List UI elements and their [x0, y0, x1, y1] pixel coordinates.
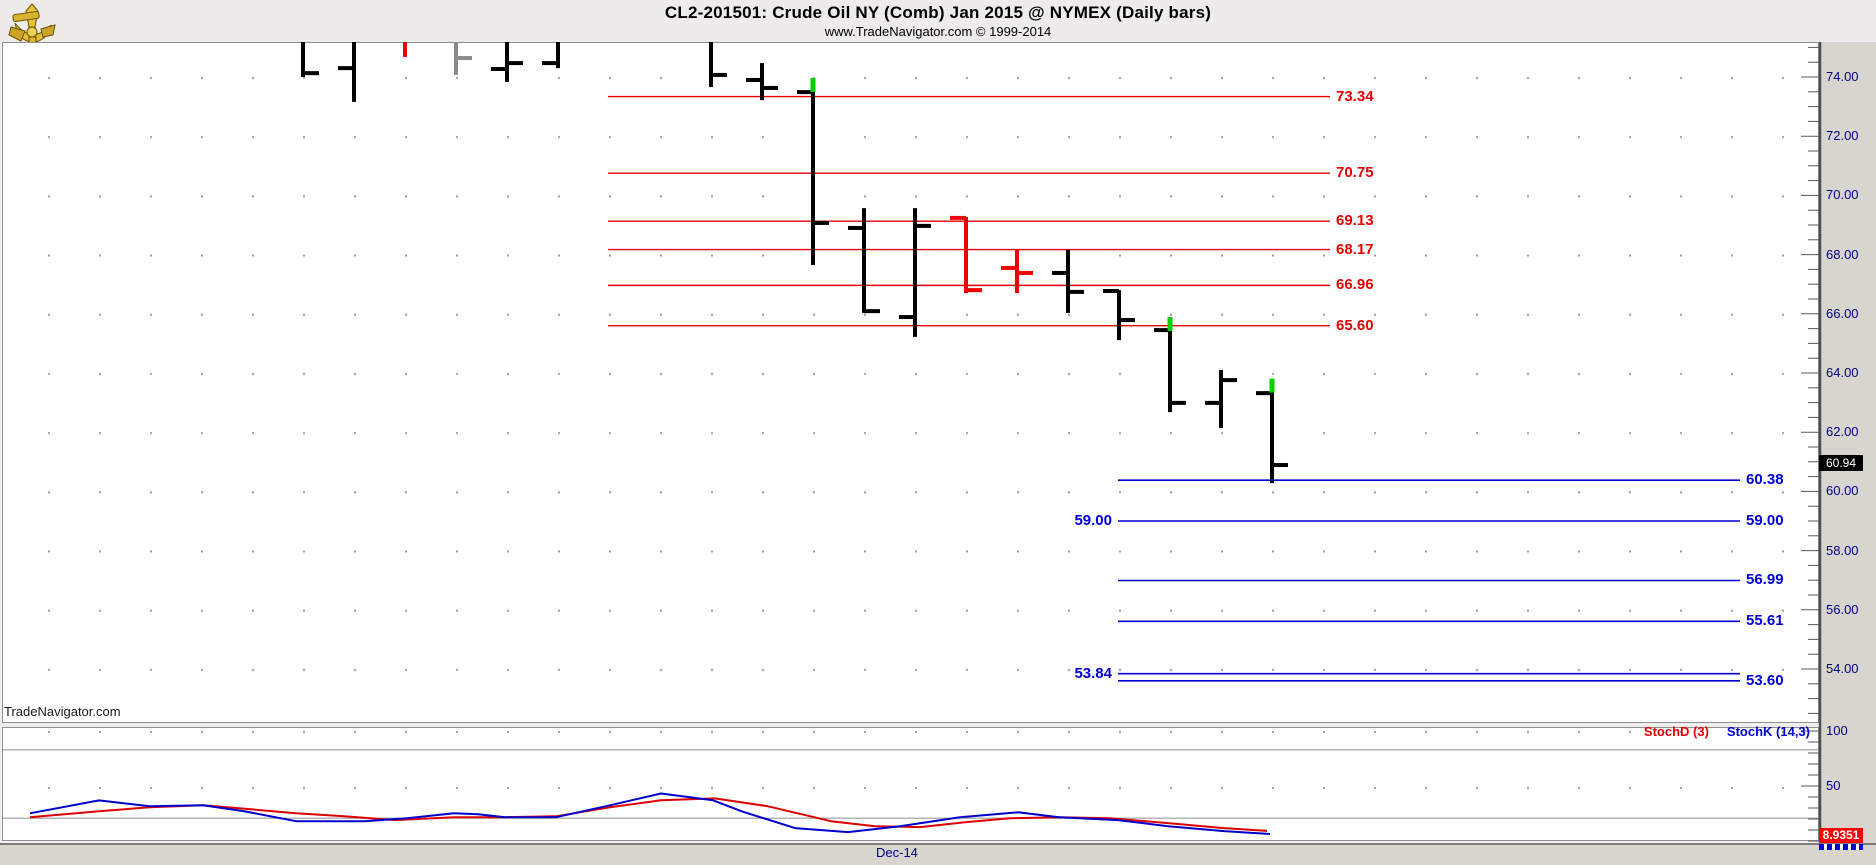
date-axis-band — [0, 843, 1876, 865]
chart-titlebar: CL2-201501: Crude Oil NY (Comb) Jan 2015… — [0, 0, 1876, 42]
main-price-chart-canvas[interactable] — [2, 42, 1819, 723]
price-axis-band — [1819, 42, 1876, 843]
tradenavigator-logo sextant-icon — [8, 3, 56, 47]
stochastic-panel-canvas[interactable] — [2, 727, 1819, 841]
chart-title: CL2-201501: Crude Oil NY (Comb) Jan 2015… — [664, 3, 1212, 22]
chart-subtitle: www.TradeNavigator.com © 1999-2014 — [824, 24, 1052, 39]
